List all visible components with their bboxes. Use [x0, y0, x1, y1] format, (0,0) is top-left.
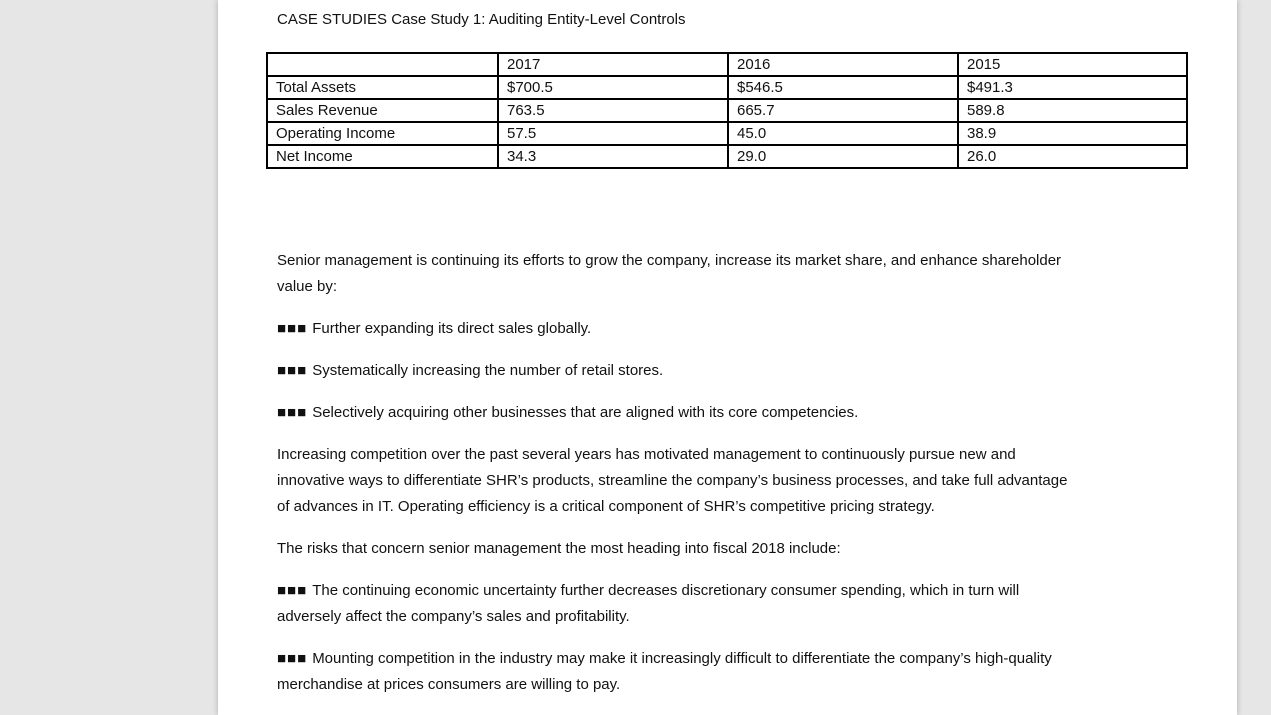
row-label: Total Assets	[266, 75, 499, 100]
text-line: ■■■ Mounting competition in the industry …	[277, 646, 1197, 672]
cell-value: 26.0	[957, 144, 1188, 169]
bullet-text: Systematically increasing the number of …	[312, 362, 664, 379]
text-line: ■■■ The continuing economic uncertainty f…	[277, 578, 1197, 604]
table-header-row: 2017 2016 2015	[266, 52, 1188, 77]
document-page: CASE STUDIES Case Study 1: Auditing Enti…	[218, 0, 1237, 715]
bullet-marker: ■■■	[277, 404, 308, 421]
column-header-2017: 2017	[497, 52, 729, 77]
row-label: Operating Income	[266, 121, 499, 146]
cell-value: 34.3	[497, 144, 729, 169]
cell-value: $491.3	[957, 75, 1188, 100]
column-header-empty	[266, 52, 499, 77]
bullet-marker: ■■■	[277, 582, 308, 599]
document-body: Senior management is continuing its effo…	[277, 248, 1197, 698]
text-line: ■■■ Systematically increasing the number …	[277, 358, 1197, 384]
bullet-item: ■■■ Selectively acquiring other businesse…	[277, 400, 1197, 426]
text-line: of advances in IT. Operating efficiency …	[277, 498, 935, 515]
paragraph: Increasing competition over the past sev…	[277, 442, 1197, 520]
text-line: merchandise at prices consumers are will…	[277, 676, 621, 693]
bullet-marker: ■■■	[277, 320, 308, 337]
column-header-2015: 2015	[957, 52, 1188, 77]
paragraph: The risks that concern senior management…	[277, 536, 1197, 562]
cell-value: 29.0	[727, 144, 959, 169]
table-row-operating-income: Operating Income 57.5 45.0 38.9	[266, 121, 1188, 146]
financial-table: 2017 2016 2015 Total Assets $700.5 $546.…	[266, 52, 1188, 169]
text-line: Increasing competition over the past sev…	[277, 446, 1016, 463]
bullet-text: Further expanding its direct sales globa…	[312, 320, 592, 337]
bullet-item: ■■■ Mounting competition in the industry …	[277, 646, 1197, 698]
cell-value: $700.5	[497, 75, 729, 100]
text-line: innovative ways to differentiate SHR’s p…	[277, 472, 1068, 489]
column-header-2016: 2016	[727, 52, 959, 77]
bullet-text: Selectively acquiring other businesses t…	[312, 404, 859, 421]
cell-value: 665.7	[727, 98, 959, 123]
bullet-marker: ■■■	[277, 650, 308, 667]
text-line: The risks that concern senior management…	[277, 540, 841, 557]
table-row-total-assets: Total Assets $700.5 $546.5 $491.3	[266, 75, 1188, 100]
cell-value: 763.5	[497, 98, 729, 123]
cell-value: 38.9	[957, 121, 1188, 146]
cell-value: 45.0	[727, 121, 959, 146]
text-line: Senior management is continuing its effo…	[277, 252, 1062, 269]
bullet-text: The continuing economic uncertainty furt…	[312, 582, 1020, 599]
paragraph: Senior management is continuing its effo…	[277, 248, 1197, 300]
text-line: ■■■ Selectively acquiring other businesse…	[277, 400, 1197, 426]
text-line: adversely affect the company’s sales and…	[277, 608, 630, 625]
table-row-sales-revenue: Sales Revenue 763.5 665.7 589.8	[266, 98, 1188, 123]
cell-value: 589.8	[957, 98, 1188, 123]
page-title: CASE STUDIES Case Study 1: Auditing Enti…	[277, 11, 686, 28]
bullet-item: ■■■ Systematically increasing the number …	[277, 358, 1197, 384]
bullet-text: Mounting competition in the industry may…	[312, 650, 1052, 667]
cell-value: 57.5	[497, 121, 729, 146]
text-line: value by:	[277, 278, 338, 295]
row-label: Net Income	[266, 144, 499, 169]
text-line: ■■■ Further expanding its direct sales gl…	[277, 316, 1197, 342]
bullet-item: ■■■ The continuing economic uncertainty f…	[277, 578, 1197, 630]
row-label: Sales Revenue	[266, 98, 499, 123]
cell-value: $546.5	[727, 75, 959, 100]
bullet-marker: ■■■	[277, 362, 308, 379]
table-row-net-income: Net Income 34.3 29.0 26.0	[266, 144, 1188, 169]
bullet-item: ■■■ Further expanding its direct sales gl…	[277, 316, 1197, 342]
